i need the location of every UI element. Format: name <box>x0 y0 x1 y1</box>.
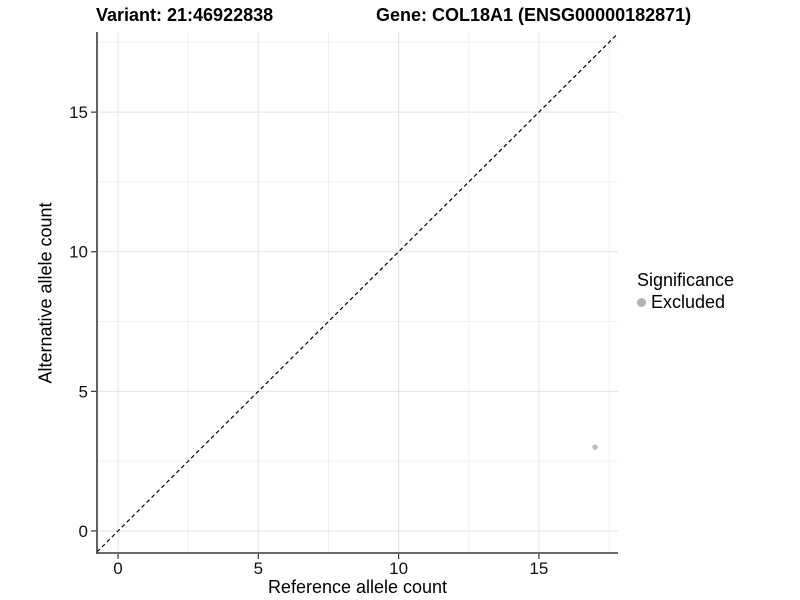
identity-line <box>96 32 619 553</box>
y-axis-title: Alternative allele count <box>35 202 56 384</box>
x-axis-title: Reference allele count <box>267 577 448 597</box>
data-point <box>592 444 598 450</box>
axis-ticks <box>91 111 540 559</box>
gridlines-major <box>97 32 618 553</box>
x-tick-label: 0 <box>113 559 122 578</box>
x-tick-label: 10 <box>389 559 408 578</box>
y-tick-label: 15 <box>69 103 88 122</box>
variant-title: Variant: 21:46922838 <box>96 5 274 25</box>
x-tick-label: 15 <box>529 559 548 578</box>
gridlines-minor <box>97 32 618 553</box>
legend-title: Significance <box>637 270 735 290</box>
y-tick-label: 0 <box>79 522 88 541</box>
axis-tick-labels: 0 5 10 15 0 5 10 15 <box>69 103 548 578</box>
legend-point-icon <box>637 298 646 307</box>
y-tick-label: 10 <box>69 243 88 262</box>
x-tick-label: 5 <box>254 559 263 578</box>
gene-title: Gene: COL18A1 (ENSG00000182871) <box>376 5 692 25</box>
legend-item-label: Excluded <box>651 292 726 312</box>
legend: Significance Excluded <box>637 270 734 313</box>
legend-item-excluded: Excluded <box>637 292 734 313</box>
y-tick-label: 5 <box>79 382 88 401</box>
